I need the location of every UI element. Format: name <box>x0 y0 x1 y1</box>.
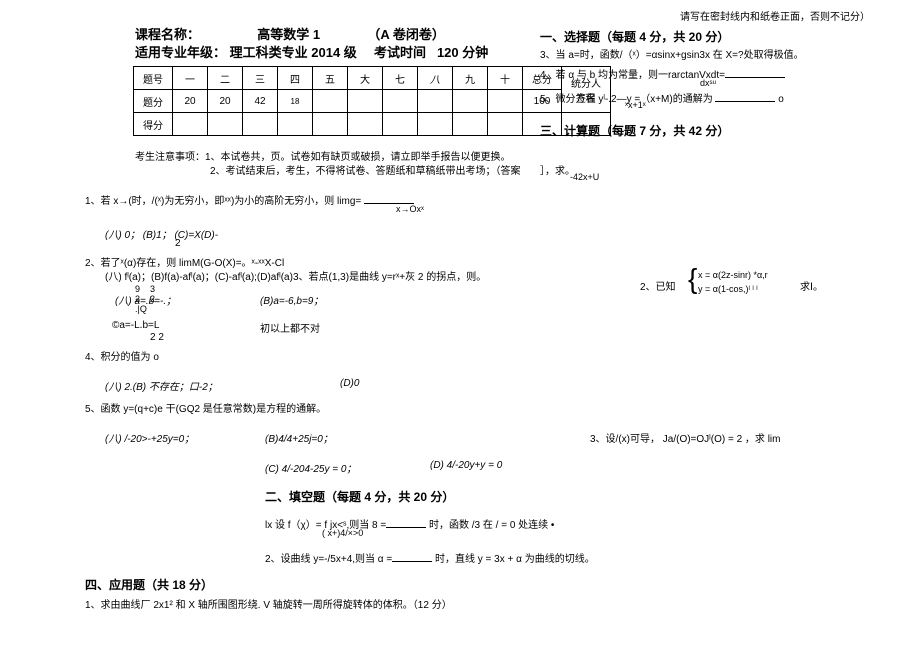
th: 八 <box>418 67 453 90</box>
brace-icon: { <box>688 272 697 286</box>
td <box>313 90 348 113</box>
td: 18 <box>278 90 313 113</box>
section4-title: 四、应用题（共 18 分） <box>85 576 213 593</box>
td: 42 <box>243 90 278 113</box>
td: 20 <box>208 90 243 113</box>
td <box>348 113 383 136</box>
q5-A: (八) /-20>-+25y=0； <box>105 430 194 445</box>
q2-A-nums: 9 3 2 2 .|Q <box>135 284 155 314</box>
s2-q1: lx 设 f（χ）= f jx<ˢ,则当 8 = 时，函数 /3 在 / = 0… <box>265 516 554 531</box>
th: 七 <box>383 67 418 90</box>
th: 五 <box>313 67 348 90</box>
section2-title: 二、填空题（每题 4 分，共 20 分） <box>265 488 454 505</box>
td <box>208 113 243 136</box>
q4-text: 4、积分的值为 o <box>85 348 159 363</box>
note2: 2、考试结束后，考生，不得将试卷、答题纸和草稿纸带出考场；（答案 <box>210 162 521 177</box>
td <box>383 90 418 113</box>
th: 题号 <box>134 67 173 90</box>
note1: 考生注意事项：1、本试卷共，页。试卷如有缺页或破损，请立即举手报告以便更换。 <box>135 148 511 163</box>
section1-title: 一、选择题（每题 4 分，共 20 分） <box>540 28 729 45</box>
td <box>173 113 208 136</box>
s1-q5-denom: ˣx+1ˣ <box>625 100 646 110</box>
major-label: 适用专业年级： <box>135 45 226 60</box>
s2-q1-denom: ( x+)4/×>0 <box>322 528 363 538</box>
td: 题分 <box>134 90 173 113</box>
td <box>348 90 383 113</box>
s1-q4-denom: dxˢᵘ <box>700 78 716 88</box>
section3-title: 三、计算题（每题 7 分，共 42 分） <box>540 122 729 139</box>
q5-D: (D) 4/-20y+y = 0 <box>430 460 502 471</box>
q5-B: (B)4/4+25j=0； <box>265 430 333 445</box>
s1-q4: 4、若 α 与 b 均为常量，则一rarctanVxdt= <box>540 66 785 81</box>
td <box>453 113 488 136</box>
s1-q3: 3、当 a=时，函数/（ˣ）=αsinx+gsin3x 在 X=?处取得极值。 <box>540 46 804 61</box>
q2-right-l1: x = α(2z-sinr) *α,r <box>698 270 768 280</box>
q2-right: 2、已知 <box>640 278 676 293</box>
th: 九 <box>453 67 488 90</box>
th: 三 <box>243 67 278 90</box>
th: 大 <box>348 67 383 90</box>
course-label: 课程名称： <box>135 27 200 42</box>
s4-q1: 1、求由曲线厂 2x1² 和 X 轴所围图形绕. V 轴旋转一周所得旋转体的体积… <box>85 596 452 611</box>
th: 二 <box>208 67 243 90</box>
td <box>418 113 453 136</box>
td <box>243 113 278 136</box>
q2-text: 2、若了ˣ(α)存在，则 limM(G-O(X)=。ˣ-ˣˣX-Cl <box>85 254 284 269</box>
td <box>278 113 313 136</box>
q2-B: (B)a=-6,b=9； <box>260 292 323 307</box>
td <box>383 113 418 136</box>
top-note: 请写在密封线内和纸卷正面，否则不记分） <box>680 8 870 23</box>
q1-denom: x→Oxˣ <box>396 204 424 214</box>
time-label: 考试时间 <box>374 45 426 60</box>
td <box>418 90 453 113</box>
q2-C-num: 2 2 <box>150 332 164 343</box>
q4-opts: (八) 2.(B) 不存在；口-2； <box>105 378 218 393</box>
q1-two: 2 <box>175 238 181 249</box>
td: 20 <box>173 90 208 113</box>
q2-C: ©a=-L.b=L <box>112 320 159 331</box>
td <box>313 113 348 136</box>
q1-text: 1、若 x→(时，/(ˣ)为无穷小，即ˣˣ)为小的高阶无穷小，则 limg= <box>85 192 414 207</box>
paper-type: （A 卷闭卷） <box>367 27 445 42</box>
s1-q5: 5、微分方程 yˡ-.2—y =（x+M)的通解为 o <box>540 90 784 105</box>
major: 理工科类专业 2014 级 <box>230 45 357 60</box>
note2c: -42x+U <box>570 172 599 182</box>
th: 四 <box>278 67 313 90</box>
course-name: 高等数学 1 <box>257 27 320 42</box>
q5-text: 5、函数 y=(q+c)e 干(GQ2 是任意常数)是方程的通解。 <box>85 400 326 415</box>
q4-D: (D)0 <box>340 378 359 389</box>
th: 十 <box>488 67 523 90</box>
q2-D: 初以上都不对 <box>260 320 320 335</box>
td <box>488 90 523 113</box>
time: 120 分钟 <box>437 45 488 60</box>
td <box>488 113 523 136</box>
q2-right-end: 求Ⅰ。 <box>800 278 823 293</box>
td: 得分 <box>134 113 173 136</box>
q5-C: (C) 4/-204-25y = 0； <box>265 460 356 475</box>
q1-opts: (八) 0； (B)1； (C)=X(D)- <box>105 226 218 241</box>
td <box>453 90 488 113</box>
s2-q2: 2、设曲线 y=-/5x+4,则当 α = 时，直线 y = 3x + α 为曲… <box>265 550 595 565</box>
q5-right: 3、设/(x)可导， Ja/(O)=OJˡ(O) = 2 ，求 lim <box>590 430 780 445</box>
q2-right-l2: y = α(1-cos,)ˡ ˡ ˡ <box>698 284 758 294</box>
th: 一 <box>173 67 208 90</box>
q2-opts: (八) fˡ(a)；(B)f(a)-afˡ(a)；(C)-afˡ(a);(D)a… <box>105 268 486 283</box>
